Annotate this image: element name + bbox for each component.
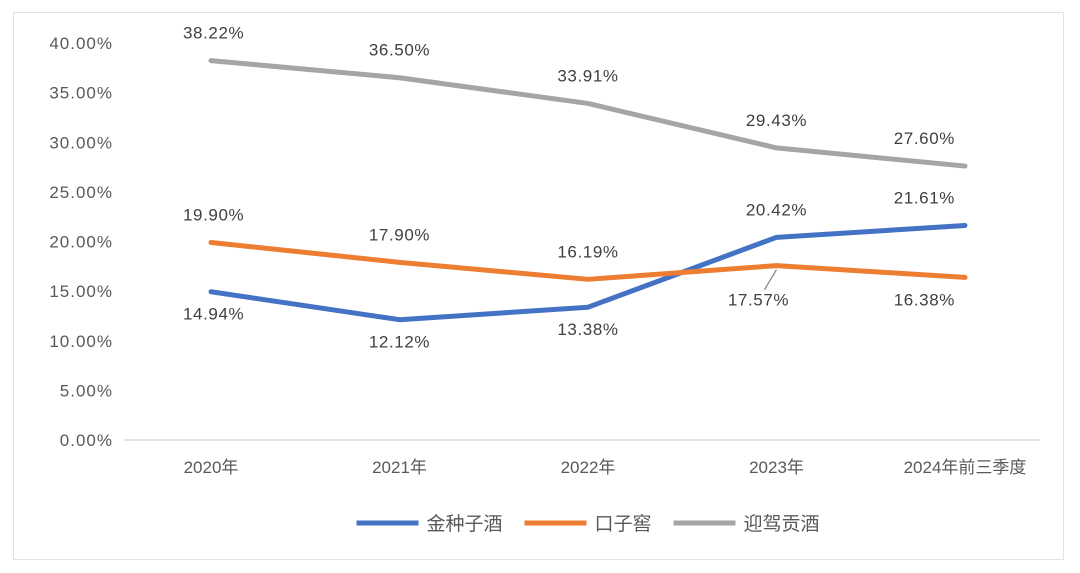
- data-point-label: 17.57%: [728, 291, 789, 310]
- y-axis-tick-labels: 0.00% 5.00% 10.00% 15.00% 20.00% 25.00% 30.00%…: [49, 34, 113, 450]
- label-leader-line: [763, 269, 778, 290]
- data-point-label: 21.61%: [894, 189, 955, 208]
- y-axis-tick-label: 10.00%: [49, 332, 113, 351]
- data-point-label: 20.42%: [746, 200, 807, 219]
- data-point-label: 19.90%: [183, 205, 244, 224]
- data-point-label: 38.22%: [183, 24, 244, 43]
- data-point-label: 12.12%: [369, 333, 430, 352]
- data-point-label: 36.50%: [369, 41, 430, 60]
- series-line-口子窖: [208, 239, 968, 282]
- data-point-label: 13.38%: [557, 320, 618, 339]
- y-axis-tick-label: 20.00%: [49, 233, 113, 252]
- x-axis-tick-label: 2024年前三季度: [904, 458, 1027, 477]
- x-axis-tick-label: 2022年: [561, 458, 616, 477]
- y-axis-tick-label: 15.00%: [49, 282, 113, 301]
- data-point-labels: 14.94% 12.12% 13.38% 20.42% 21.61% 19.90% 17.9…: [183, 24, 955, 352]
- x-axis-tick-label: 2020年: [184, 458, 239, 477]
- series-line-金种子酒: [208, 223, 968, 323]
- chart-frame-border: [13, 12, 1064, 560]
- series-lines: [208, 58, 968, 323]
- legend-label[interactable]: 迎驾贡酒: [744, 513, 820, 535]
- data-point-label: 16.38%: [894, 290, 955, 309]
- y-axis-tick-label: 35.00%: [49, 84, 113, 103]
- leader-lines: [763, 269, 778, 290]
- y-axis-tick-label: 25.00%: [49, 183, 113, 202]
- series-line-迎驾贡酒: [208, 58, 968, 169]
- data-point-label: 14.94%: [183, 305, 244, 324]
- x-axis-tick-label: 2023年: [749, 458, 804, 477]
- data-point-label: 29.43%: [746, 111, 807, 130]
- data-point-label: 27.60%: [894, 129, 955, 148]
- y-axis-tick-label: 40.00%: [49, 34, 113, 53]
- x-axis-tick-label: 2021年: [372, 458, 427, 477]
- data-point-label: 16.19%: [557, 242, 618, 261]
- y-axis-tick-label: 30.00%: [49, 133, 113, 152]
- chart-legend: 金种子酒 口子窖 迎驾贡酒: [356, 513, 820, 535]
- data-point-label: 33.91%: [557, 66, 618, 85]
- x-axis-tick-labels: 2020年 2021年 2022年 2023年 2024年前三季度: [184, 458, 1027, 477]
- data-point-label: 17.90%: [369, 225, 430, 244]
- y-axis-tick-label: 5.00%: [60, 381, 113, 400]
- legend-label[interactable]: 金种子酒: [427, 513, 503, 535]
- legend-label[interactable]: 口子窖: [595, 513, 652, 535]
- y-axis-tick-label: 0.00%: [60, 431, 113, 450]
